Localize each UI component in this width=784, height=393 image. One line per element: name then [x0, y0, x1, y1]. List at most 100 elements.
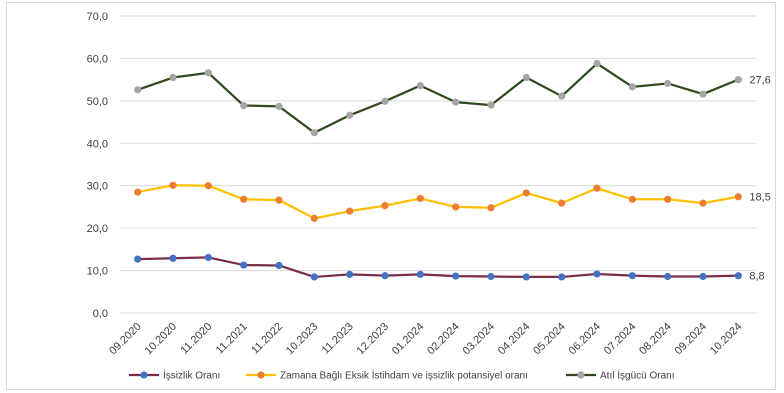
data-point	[204, 253, 212, 262]
data-point	[169, 254, 177, 262]
data-point	[275, 102, 283, 110]
x-tick-label: 12.2023	[355, 321, 392, 358]
end-labels: 8,8 18,5 27,6	[749, 75, 770, 283]
legend-label: Zamana Bağlı Eksik İstihdam ve işsizlik …	[280, 369, 528, 382]
data-point	[593, 59, 601, 68]
end-label: 27,6	[749, 75, 770, 87]
data-point	[134, 86, 142, 94]
data-point	[593, 184, 601, 192]
y-tick-label: 50,0	[87, 96, 108, 108]
legend-swatch-marker	[577, 371, 585, 379]
data-point	[522, 273, 530, 281]
y-tick-label: 40,0	[87, 138, 108, 150]
x-tick-label: 06.2024	[567, 321, 604, 358]
x-tick-label: 11.2020	[178, 321, 214, 357]
data-point	[734, 272, 742, 280]
data-point	[204, 182, 212, 190]
data-point	[522, 73, 530, 82]
end-label: 18,5	[749, 192, 770, 204]
data-point	[310, 129, 318, 137]
data-point	[275, 196, 283, 204]
data-point	[346, 207, 354, 215]
data-point	[204, 69, 212, 77]
data-point	[381, 272, 389, 280]
data-point	[628, 195, 636, 203]
data-point	[416, 270, 424, 278]
data-point	[558, 199, 566, 207]
y-tick-label: 0,0	[93, 308, 108, 320]
data-point	[169, 73, 177, 82]
data-point	[522, 189, 530, 197]
x-tick-label: 10.2023	[284, 321, 321, 358]
series-line	[137, 256, 739, 279]
data-point	[628, 83, 636, 91]
end-label: 8,8	[749, 271, 764, 283]
data-point	[699, 90, 707, 98]
y-tick-label: 20,0	[87, 223, 108, 235]
x-tick-label: 07.2024	[602, 321, 639, 358]
data-point	[346, 111, 354, 119]
data-point	[734, 193, 742, 201]
y-tick-label: 30,0	[87, 181, 108, 193]
y-tick-label: 70,0	[87, 11, 108, 23]
data-point	[416, 194, 424, 203]
x-tick-label: 08.2024	[637, 321, 674, 358]
data-point	[240, 195, 248, 203]
x-tick-label: 10.2020	[143, 321, 180, 358]
data-point	[310, 214, 318, 222]
data-point	[558, 273, 566, 281]
x-tick-label: 09.2024	[673, 321, 710, 358]
legend-swatch-marker	[140, 371, 148, 379]
legend-swatch-marker	[257, 371, 265, 379]
data-point	[699, 199, 707, 207]
x-tick-label: 11.2023	[320, 321, 356, 357]
data-point	[664, 79, 672, 88]
data-point	[558, 92, 566, 100]
data-point	[699, 272, 707, 281]
series-lines	[134, 59, 742, 281]
data-point	[487, 272, 495, 281]
x-tick-label: 02.2024	[425, 321, 462, 358]
data-point	[734, 76, 742, 84]
series-line	[137, 62, 739, 134]
x-tick-label: 01.2024	[390, 321, 427, 358]
data-point	[134, 255, 142, 263]
data-point	[487, 101, 495, 109]
data-point	[452, 203, 460, 211]
data-point	[310, 273, 318, 281]
x-tick-label: 11.2022	[249, 321, 285, 357]
data-point	[452, 272, 460, 280]
x-tick-label: 11.2021	[214, 321, 250, 357]
data-point	[593, 270, 601, 278]
y-tick-label: 10,0	[87, 266, 108, 278]
chart-frame	[6, 2, 776, 390]
y-tick-label: 60,0	[87, 53, 108, 65]
data-point	[628, 272, 636, 280]
x-tick-label: 05.2024	[531, 321, 568, 358]
data-point	[169, 181, 177, 189]
x-tick-label: 10.2024	[708, 321, 745, 358]
data-point	[487, 204, 495, 212]
data-point	[416, 81, 424, 90]
x-tick-label: 03.2024	[461, 321, 498, 358]
x-tick-label: 09.2020	[107, 321, 144, 358]
series-line	[137, 184, 739, 220]
data-point	[134, 188, 142, 196]
data-point	[381, 202, 389, 210]
data-point	[452, 98, 460, 106]
data-point	[275, 261, 283, 270]
x-tick-label: 04.2024	[496, 321, 533, 358]
legend-label: Atıl İşgücü Oranı	[600, 369, 674, 382]
data-point	[381, 97, 389, 105]
y-axis-ticks: 0,0 10,0 20,0 30,0 40,0 50,0 60,0 70,0	[87, 11, 108, 320]
data-point	[240, 261, 248, 269]
grid-lines	[120, 15, 756, 314]
legend-label: İşsizlik Oranı	[163, 369, 220, 382]
legend: İşsizlik Oranı Zamana Bağlı Eksik İstihda…	[129, 369, 674, 382]
data-point	[664, 195, 672, 203]
data-point	[664, 272, 672, 281]
data-point	[346, 270, 354, 278]
data-point	[240, 101, 248, 110]
